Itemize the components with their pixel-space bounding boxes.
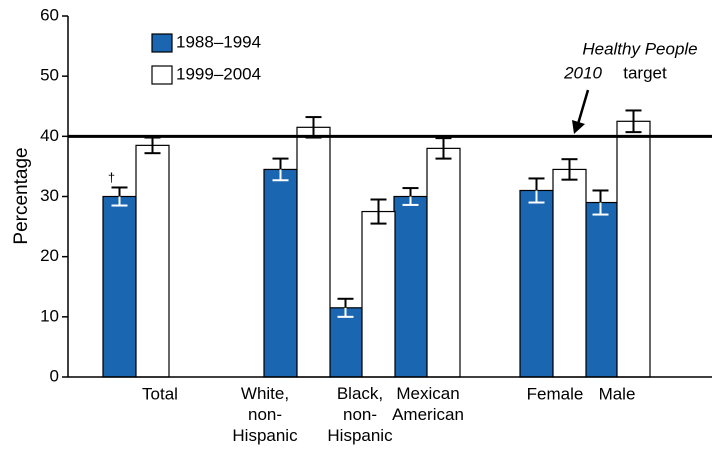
footnote-marker: † [108, 170, 115, 185]
bar [552, 168, 587, 378]
bar [263, 168, 298, 378]
y-tick-label: 30 [40, 186, 59, 205]
x-tick-label: White, non-Hispanic [232, 384, 298, 445]
y-tick-label: 20 [40, 246, 59, 265]
legend-swatch [151, 65, 173, 85]
y-tick-label: 0 [50, 366, 59, 385]
y-axis-label: Percentage [11, 147, 32, 244]
arrowhead [572, 120, 585, 134]
bar [616, 120, 651, 378]
bar [102, 195, 137, 378]
annotation: Healthy People [582, 39, 697, 58]
x-tick-label: Mexican American [392, 384, 464, 424]
bar [361, 210, 396, 378]
legend-swatch [151, 33, 173, 53]
bar [296, 126, 331, 378]
x-tick-label: Total [142, 384, 178, 403]
y-tick-label: 10 [40, 306, 59, 325]
bar [393, 195, 428, 378]
bar [426, 147, 461, 378]
legend-label: 1999–2004 [176, 64, 261, 83]
x-tick-label: Female [527, 384, 584, 403]
y-tick-label: 60 [40, 5, 59, 24]
bar [519, 189, 554, 378]
annotation: 2010 [563, 63, 602, 82]
x-tick-label: Male [599, 384, 636, 403]
y-tick-label: 40 [40, 126, 59, 145]
x-tick-label: Black, non-Hispanic [327, 384, 393, 445]
y-tick-label: 50 [40, 66, 59, 85]
bar [328, 307, 363, 378]
annotation: target [623, 63, 667, 82]
arrow [576, 89, 590, 125]
bar [583, 201, 618, 378]
bar [135, 144, 170, 378]
legend-label: 1988–1994 [176, 32, 261, 51]
